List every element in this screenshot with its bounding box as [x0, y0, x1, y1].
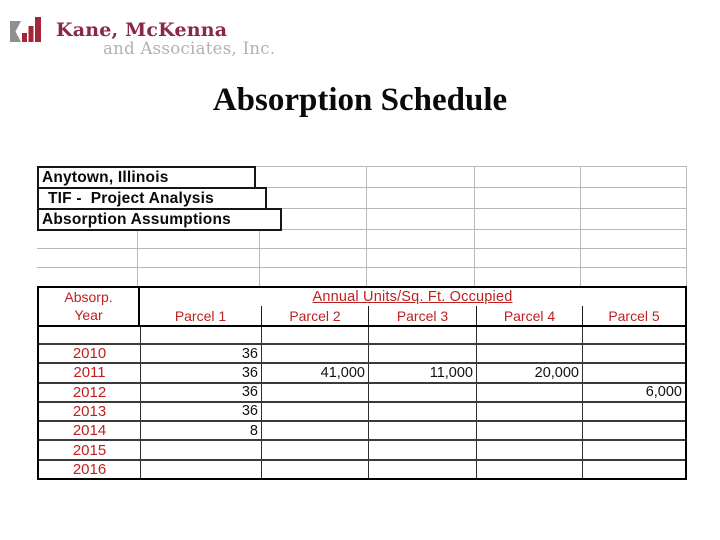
value-cell	[582, 327, 685, 343]
value-cell: 8	[140, 422, 261, 440]
table-row-2016: 2016	[39, 458, 685, 478]
info-row-assumptions: Absorption Assumptions	[37, 208, 282, 231]
value-cell	[476, 327, 582, 343]
value-cell	[582, 441, 685, 459]
year-cell: 2016	[72, 460, 107, 478]
value-cell	[368, 383, 476, 401]
gridline	[37, 187, 687, 188]
year-cell: 2011	[73, 364, 106, 382]
value-cell	[261, 422, 368, 440]
value-cell	[261, 383, 368, 401]
value-cell	[476, 383, 582, 401]
table-row-2015: 2015	[39, 439, 685, 459]
gridline	[366, 166, 367, 286]
table-header: Absorp. Year Annual Units/Sq. Ft. Occupi…	[39, 288, 685, 325]
value-cell	[582, 422, 685, 440]
value-cell	[476, 460, 582, 478]
year-cell	[39, 327, 140, 343]
header-absorp-label: Absorp.	[64, 289, 113, 305]
info-row-text: Absorption Assumptions	[42, 210, 231, 228]
value-cell	[261, 441, 368, 459]
company-name: Kane, McKenna	[56, 19, 228, 41]
value-cell	[140, 441, 261, 459]
header-divider	[39, 325, 685, 327]
header-right-block: Annual Units/Sq. Ft. Occupied Parcel 1 P…	[140, 288, 685, 325]
value-cell	[368, 327, 476, 343]
gridline	[37, 229, 687, 230]
gridline	[37, 248, 687, 249]
value-cell	[368, 460, 476, 478]
table-row-2010: 2010 36	[39, 343, 685, 363]
spacer-row	[39, 327, 685, 343]
value-cell	[261, 345, 368, 363]
value-cell	[261, 460, 368, 478]
absorption-schedule-table: Anytown, Illinois TIF - Project Analysis…	[37, 166, 687, 480]
gridline	[37, 267, 687, 268]
header-parcel-5: Parcel 5	[582, 306, 685, 325]
gridline	[474, 166, 475, 286]
value-cell: 36	[140, 402, 261, 421]
value-cell	[261, 327, 368, 343]
year-cell: 2013	[72, 402, 107, 420]
value-cell	[476, 402, 582, 421]
value-cell	[140, 460, 261, 478]
value-cell	[140, 327, 261, 343]
value-cell	[582, 402, 685, 421]
company-name-suffix: and Associates, Inc.	[103, 39, 276, 58]
slide-title: Absorption Schedule	[212, 82, 508, 118]
value-cell: 36	[140, 345, 261, 363]
info-row-text: Anytown, Illinois	[42, 168, 169, 186]
info-row-location: Anytown, Illinois	[37, 166, 256, 189]
value-cell	[476, 422, 582, 440]
header-year-label: Year	[74, 306, 103, 323]
header-parcel-4: Parcel 4	[476, 306, 582, 325]
value-cell: 20,000	[476, 364, 582, 382]
gridline	[580, 166, 581, 286]
year-cell: 2012	[72, 383, 107, 401]
header-absorp-year: Absorp. Year	[39, 288, 140, 325]
header-parcel-2: Parcel 2	[261, 306, 368, 325]
value-cell	[582, 364, 685, 382]
year-cell: 2014	[72, 422, 107, 440]
info-row-analysis: TIF - Project Analysis	[37, 187, 267, 210]
header-parcel-row: Parcel 1 Parcel 2 Parcel 3 Parcel 4 Parc…	[140, 306, 685, 325]
table-row-2011: 2011 36 41,000 11,000 20,000	[39, 362, 685, 382]
value-cell: 11,000	[368, 364, 476, 382]
gridline	[686, 166, 687, 286]
header-parcel-1: Parcel 1	[174, 307, 227, 324]
year-cell: 2010	[72, 345, 107, 363]
header-parcel-3: Parcel 3	[368, 306, 476, 325]
value-cell	[476, 345, 582, 363]
value-cell	[582, 345, 685, 363]
gridline	[37, 208, 687, 209]
value-cell	[476, 441, 582, 459]
absorption-data-grid: Absorp. Year Annual Units/Sq. Ft. Occupi…	[37, 286, 687, 480]
gridline	[259, 229, 260, 286]
value-cell: 6,000	[582, 383, 685, 401]
value-cell	[261, 402, 368, 421]
value-cell	[582, 460, 685, 478]
value-cell	[368, 441, 476, 459]
year-cell: 2015	[72, 441, 107, 459]
header-span-label: Annual Units/Sq. Ft. Occupied	[312, 289, 513, 305]
gridline	[37, 166, 687, 167]
table-row-2013: 2013 36	[39, 400, 685, 421]
table-row-2012: 2012 36 6,000	[39, 381, 685, 401]
value-cell: 36	[140, 364, 261, 382]
bar-chart-k-logo-icon	[10, 17, 41, 42]
company-logo: Kane, McKenna and Associates, Inc.	[8, 12, 275, 62]
info-row-text: TIF - Project Analysis	[48, 189, 214, 207]
value-cell	[368, 422, 476, 440]
value-cell	[368, 402, 476, 421]
table-row-2014: 2014 8	[39, 420, 685, 440]
value-cell	[368, 345, 476, 363]
value-cell: 41,000	[261, 364, 368, 382]
gridline	[137, 229, 138, 286]
value-cell: 36	[140, 383, 261, 401]
